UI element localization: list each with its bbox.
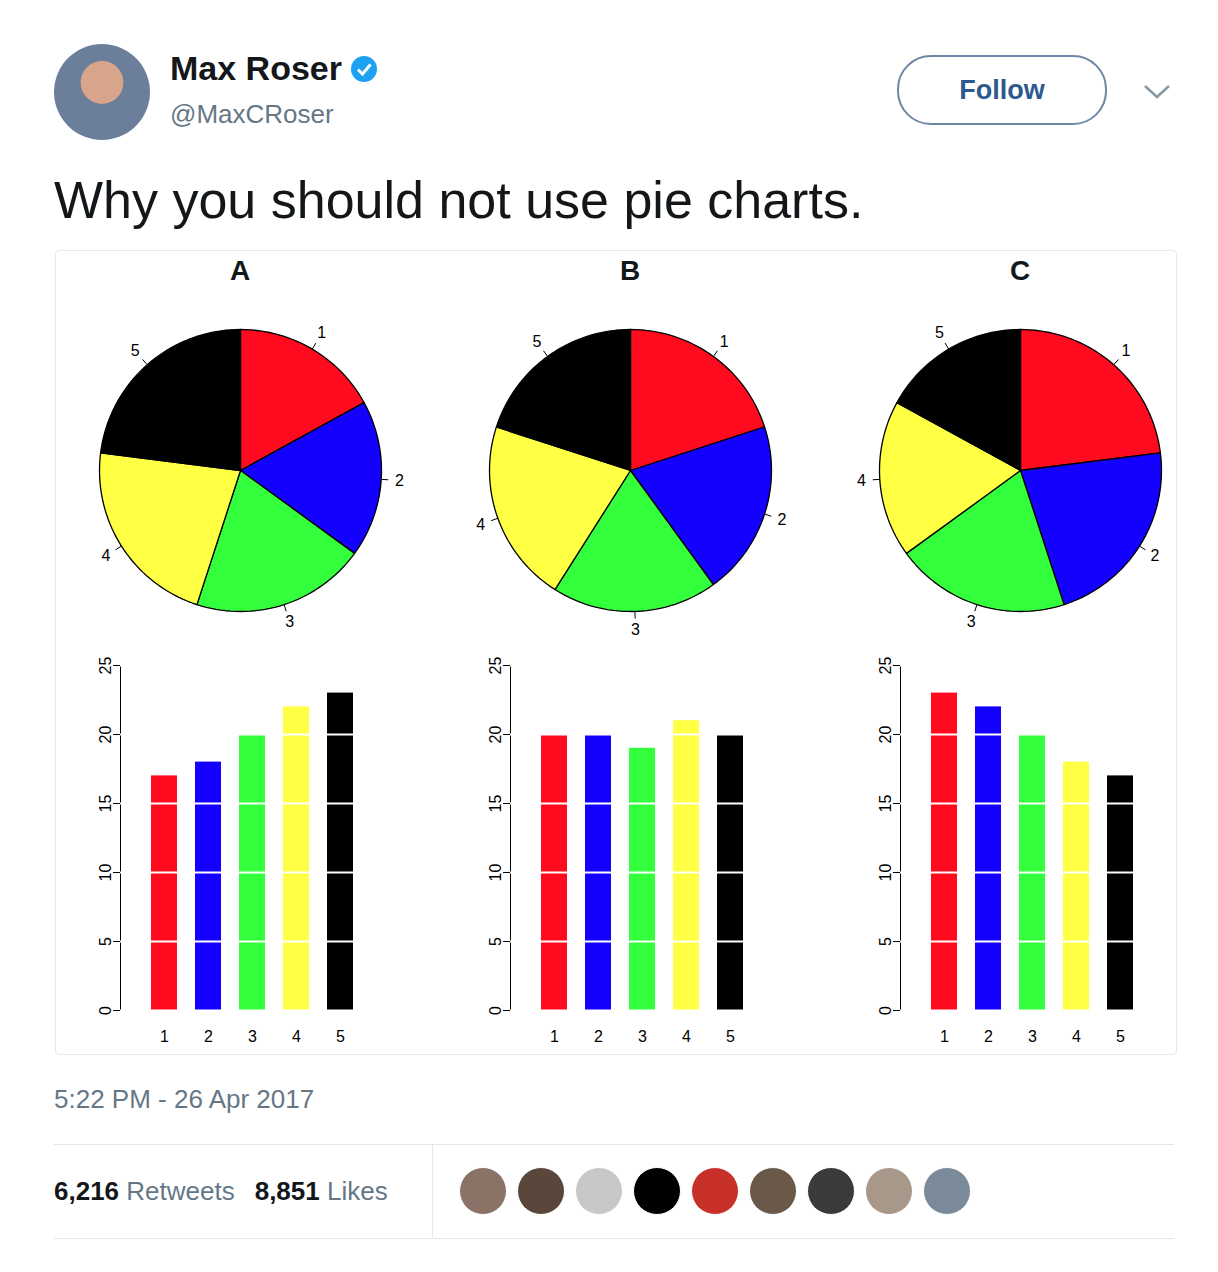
html-text:Follow: Follow xyxy=(959,74,1045,105)
svg-text:0: 0 xyxy=(487,1006,504,1015)
svg-text:2: 2 xyxy=(395,472,404,489)
svg-text:1: 1 xyxy=(550,1028,559,1045)
svg-text:25: 25 xyxy=(877,657,894,675)
svg-text:20: 20 xyxy=(487,726,504,744)
svg-text:3: 3 xyxy=(248,1028,257,1045)
svg-text:1: 1 xyxy=(940,1028,949,1045)
svg-text:3: 3 xyxy=(1028,1028,1037,1045)
svg-text:4: 4 xyxy=(476,516,485,533)
svg-text:2: 2 xyxy=(984,1028,993,1045)
svg-text:25: 25 xyxy=(487,657,504,675)
svg-text:20: 20 xyxy=(877,726,894,744)
html-text:5:22 PM - 26 Apr 2017: 5:22 PM - 26 Apr 2017 xyxy=(54,1084,315,1114)
svg-text:15: 15 xyxy=(97,795,114,813)
svg-text:3: 3 xyxy=(285,613,294,630)
html-text:8,851 Likes: 8,851 Likes xyxy=(254,1176,388,1206)
svg-text:5: 5 xyxy=(726,1028,735,1045)
svg-text:15: 15 xyxy=(877,795,894,813)
svg-text:3: 3 xyxy=(631,621,640,638)
svg-text:5: 5 xyxy=(532,333,541,350)
svg-text:3: 3 xyxy=(638,1028,647,1045)
svg-text:5: 5 xyxy=(1116,1028,1125,1045)
svg-text:0: 0 xyxy=(97,1006,114,1015)
html-text:Why you should not use pie cha: Why you should not use pie charts. xyxy=(54,171,864,229)
svg-text:4: 4 xyxy=(1072,1028,1081,1045)
html-text:A: A xyxy=(229,255,251,286)
svg-text:5: 5 xyxy=(877,937,894,946)
svg-text:5: 5 xyxy=(336,1028,345,1045)
svg-text:2: 2 xyxy=(594,1028,603,1045)
html-text:Max Roser: Max Roser xyxy=(170,49,342,87)
svg-text:25: 25 xyxy=(97,657,114,675)
html-text:B: B xyxy=(619,255,641,286)
svg-text:10: 10 xyxy=(97,864,114,882)
html-text:C: C xyxy=(1009,255,1031,286)
svg-text:2: 2 xyxy=(1151,547,1160,564)
svg-text:3: 3 xyxy=(967,613,976,630)
svg-text:2: 2 xyxy=(204,1028,213,1045)
svg-text:4: 4 xyxy=(102,547,111,564)
svg-text:5: 5 xyxy=(487,937,504,946)
svg-text:0: 0 xyxy=(877,1006,894,1015)
svg-text:1: 1 xyxy=(720,333,729,350)
svg-text:2: 2 xyxy=(778,511,787,528)
svg-text:1: 1 xyxy=(1121,342,1130,359)
svg-text:5: 5 xyxy=(131,342,140,359)
svg-text:4: 4 xyxy=(292,1028,301,1045)
svg-text:10: 10 xyxy=(877,864,894,882)
svg-text:10: 10 xyxy=(487,864,504,882)
svg-text:1: 1 xyxy=(160,1028,169,1045)
svg-text:5: 5 xyxy=(97,937,114,946)
svg-text:20: 20 xyxy=(97,726,114,744)
svg-text:15: 15 xyxy=(487,795,504,813)
svg-text:5: 5 xyxy=(935,324,944,341)
svg-text:1: 1 xyxy=(317,324,326,341)
svg-text:4: 4 xyxy=(857,472,866,489)
html-text:@MaxCRoser: @MaxCRoser xyxy=(170,99,334,129)
svg-text:4: 4 xyxy=(682,1028,691,1045)
html-text:6,216 Retweets: 6,216 Retweets xyxy=(54,1176,235,1206)
